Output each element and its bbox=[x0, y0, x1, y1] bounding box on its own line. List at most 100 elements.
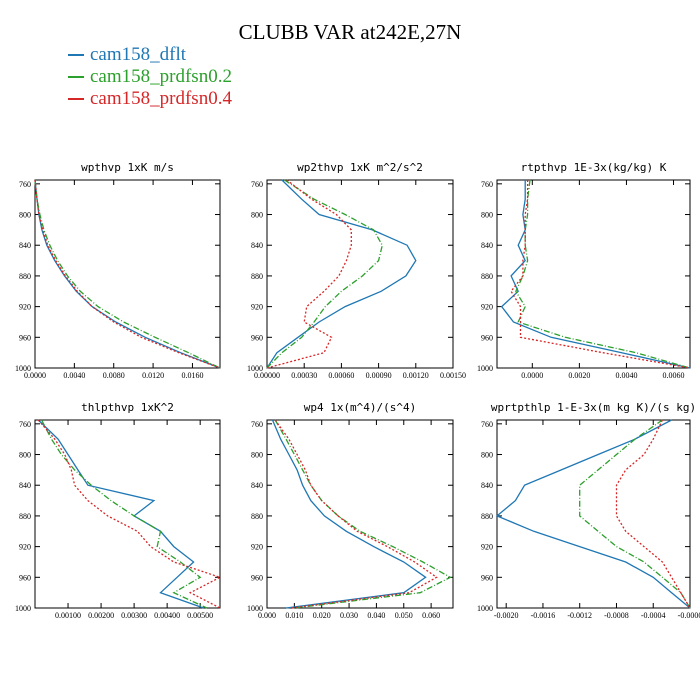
x-tick-label: 0.050 bbox=[395, 611, 413, 620]
chart-title: CLUBB VAR at242E,27N bbox=[238, 20, 462, 44]
x-tick-label: 0.00400 bbox=[154, 611, 180, 620]
y-tick-label: 1000 bbox=[477, 364, 493, 373]
panel-frame bbox=[266, 419, 454, 609]
series-line-3 bbox=[37, 419, 222, 609]
x-tick-label: 0.0080 bbox=[103, 371, 125, 380]
x-tick-label: 0.060 bbox=[422, 611, 440, 620]
x-tick-label: -0.0000 bbox=[678, 611, 700, 620]
series-line-2 bbox=[274, 419, 452, 609]
panel-title: wp2thvp 1xK m^2/s^2 bbox=[297, 161, 423, 174]
panel-4: thlpthvp 1xK^2 760 800 840 880 920 960 1000 0.00… bbox=[15, 401, 222, 620]
x-tick-label: -0.0004 bbox=[641, 611, 666, 620]
panel-frame bbox=[34, 419, 221, 609]
series-line-1 bbox=[500, 180, 691, 369]
series-line-1 bbox=[271, 419, 427, 609]
x-tick-label: -0.0008 bbox=[604, 611, 629, 620]
y-tick-label: 920 bbox=[251, 303, 263, 312]
x-tick-label: 0.0060 bbox=[663, 371, 685, 380]
series-line-2 bbox=[266, 179, 383, 369]
panel-frame bbox=[496, 419, 691, 609]
legend-swatch-dflt bbox=[68, 54, 84, 56]
x-tick-label: 0.00120 bbox=[403, 371, 429, 380]
y-tick-label: 1000 bbox=[247, 604, 263, 613]
panel-5: wp4 1x(m^4)/(s^4)76080084088092096010000… bbox=[247, 401, 454, 620]
y-tick-label: 800 bbox=[251, 451, 263, 460]
series-line-3 bbox=[274, 419, 438, 609]
x-tick-label: -0.0020 bbox=[494, 611, 519, 620]
y-tick-label: 800 bbox=[481, 211, 493, 220]
panel-2: wp2thvp 1xK m^2/s^2 760 800 840 880 920 960 100… bbox=[247, 161, 466, 380]
y-tick-label: 920 bbox=[19, 543, 31, 552]
series-line-1 bbox=[266, 179, 417, 369]
y-tick-label: 1000 bbox=[477, 604, 493, 613]
legend-swatch-prdfsn02 bbox=[68, 76, 84, 78]
panel-title: rtpthvp 1E-3x(kg/kg) K bbox=[521, 161, 667, 174]
legend-label-prdfsn04: cam158_prdfsn0.4 bbox=[90, 88, 232, 109]
y-tick-label: 960 bbox=[19, 333, 31, 342]
y-tick-label: 880 bbox=[481, 512, 493, 521]
y-tick-label: 840 bbox=[481, 481, 493, 490]
x-tick-label: 0.0000 bbox=[521, 371, 543, 380]
y-tick-label: 800 bbox=[251, 211, 263, 220]
y-tick-label: 760 bbox=[251, 180, 263, 189]
panel-frame bbox=[496, 179, 691, 369]
legend-item-prdfsn02: cam158_prdfsn0.2 bbox=[68, 66, 232, 88]
x-tick-label: 0.00030 bbox=[291, 371, 317, 380]
y-tick-label: 960 bbox=[19, 573, 31, 582]
y-tick-label: 760 bbox=[19, 420, 31, 429]
x-tick-label: -0.0012 bbox=[567, 611, 592, 620]
x-tick-label: -0.0016 bbox=[531, 611, 556, 620]
series-line-3 bbox=[266, 179, 352, 369]
panel-title: wprtpthlp 1-E-3x(m kg K)/(s kg) bbox=[491, 401, 696, 414]
y-tick-label: 1000 bbox=[15, 604, 31, 613]
legend-swatch-prdfsn04 bbox=[68, 98, 84, 100]
x-tick-label: 0.00100 bbox=[55, 611, 81, 620]
panel-frame bbox=[34, 179, 221, 369]
legend-label-dflt: cam158_dflt bbox=[90, 44, 187, 65]
panel-frame bbox=[266, 179, 454, 369]
series-line-2 bbox=[34, 179, 221, 369]
y-tick-label: 840 bbox=[251, 481, 263, 490]
legend-item-dflt: cam158_dflt bbox=[68, 44, 186, 66]
y-tick-label: 880 bbox=[251, 512, 263, 521]
y-tick-label: 880 bbox=[481, 272, 493, 281]
x-tick-label: 0.0120 bbox=[142, 371, 164, 380]
series-line-2 bbox=[41, 419, 208, 609]
x-tick-label: 0.00000 bbox=[254, 371, 280, 380]
legend-label-prdfsn02: cam158_prdfsn0.2 bbox=[90, 66, 232, 87]
x-tick-label: 0.0040 bbox=[63, 371, 85, 380]
y-tick-label: 960 bbox=[481, 573, 493, 582]
series-line-1 bbox=[34, 179, 221, 369]
x-tick-label: 0.00060 bbox=[328, 371, 354, 380]
series-line-3 bbox=[34, 179, 221, 369]
y-tick-label: 760 bbox=[19, 180, 31, 189]
y-tick-label: 800 bbox=[19, 451, 31, 460]
series-line-2 bbox=[579, 419, 691, 609]
panel-3: rtpthvp 1E-3x(kg/kg) K 760 800 840 880 920 960… bbox=[477, 161, 691, 380]
panel-title: wpthvp 1xK m/s bbox=[81, 161, 174, 174]
x-tick-label: 0.0020 bbox=[568, 371, 590, 380]
y-tick-label: 920 bbox=[251, 543, 263, 552]
y-tick-label: 880 bbox=[19, 272, 31, 281]
y-tick-label: 840 bbox=[19, 481, 31, 490]
panel-1: wpthvp 1xK m/s76080084088092096010000.00… bbox=[15, 161, 221, 380]
x-tick-label: 0.0160 bbox=[181, 371, 203, 380]
panel-title: thlpthvp 1xK^2 bbox=[81, 401, 174, 414]
y-tick-label: 960 bbox=[481, 333, 493, 342]
x-tick-label: 0.00200 bbox=[88, 611, 114, 620]
x-tick-label: 0.0000 bbox=[24, 371, 46, 380]
y-tick-label: 760 bbox=[481, 180, 493, 189]
series-line-3 bbox=[615, 419, 691, 609]
x-tick-label: 0.0040 bbox=[615, 371, 637, 380]
series-line-2 bbox=[515, 179, 691, 369]
y-tick-label: 800 bbox=[19, 211, 31, 220]
y-tick-label: 800 bbox=[481, 451, 493, 460]
x-tick-label: 0.00300 bbox=[121, 611, 147, 620]
x-tick-label: 0.000 bbox=[258, 611, 276, 620]
x-tick-label: 0.010 bbox=[285, 611, 303, 620]
x-tick-label: 0.040 bbox=[367, 611, 385, 620]
y-tick-label: 920 bbox=[19, 303, 31, 312]
series-line-1 bbox=[37, 419, 204, 609]
x-tick-label: 0.030 bbox=[340, 611, 358, 620]
